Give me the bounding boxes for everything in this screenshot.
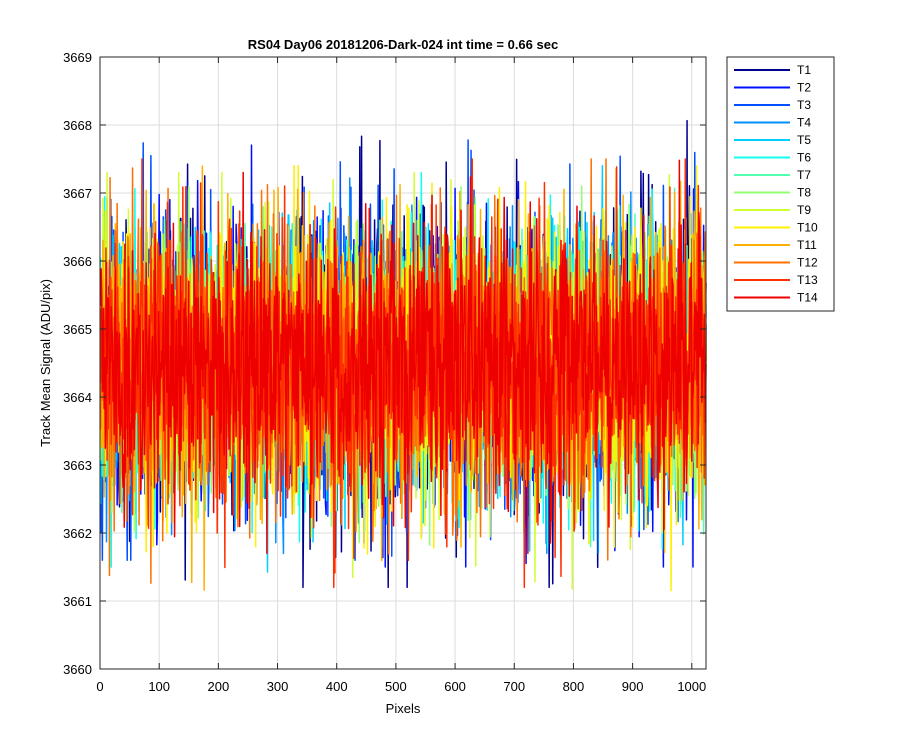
x-axis-label: Pixels xyxy=(386,701,421,716)
legend-label-t13: T13 xyxy=(797,273,818,287)
axis-ticks: 0 100 200 300 400 500 600 700 800 900 1000 3660 3661… xyxy=(63,50,706,694)
y-axis-label: Track Mean Signal (ADU/pix) xyxy=(38,279,53,447)
y-tick-label: 3666 xyxy=(63,254,92,269)
legend-label-t3: T3 xyxy=(797,98,811,112)
legend-label-t9: T9 xyxy=(797,203,811,217)
y-tick-label: 3660 xyxy=(63,662,92,677)
x-tick-label: 300 xyxy=(267,679,289,694)
x-tick-label: 700 xyxy=(503,679,525,694)
legend-label-t10: T10 xyxy=(797,221,818,235)
x-tick-label: 500 xyxy=(385,679,407,694)
legend-label-t11: T11 xyxy=(797,238,817,252)
x-tick-label: 800 xyxy=(563,679,585,694)
x-tick-label: 900 xyxy=(622,679,644,694)
legend-label-t4: T4 xyxy=(797,116,811,130)
legend-label-t6: T6 xyxy=(797,151,811,165)
y-tick-label: 3662 xyxy=(63,526,92,541)
x-tick-label: 200 xyxy=(208,679,230,694)
y-tick-label: 3664 xyxy=(63,390,92,405)
legend: T1 T2 T3 T4 T5 T6 T7 T8 T9 T10 T11 T12 T13 T14 xyxy=(726,56,835,312)
x-tick-label: 400 xyxy=(326,679,348,694)
legend-label-t12: T12 xyxy=(797,256,818,270)
legend-label-t8: T8 xyxy=(797,186,811,200)
x-tick-label: 1000 xyxy=(677,679,706,694)
x-tick-label: 100 xyxy=(148,679,170,694)
chart-title: RS04 Day06 20181206-Dark-024 int time = … xyxy=(248,37,558,52)
y-tick-label: 3661 xyxy=(63,594,92,609)
y-tick-label: 3669 xyxy=(63,50,92,65)
legend-box xyxy=(726,56,835,312)
legend-label-t5: T5 xyxy=(797,133,811,147)
x-tick-label: 600 xyxy=(444,679,466,694)
y-tick-label: 3663 xyxy=(63,458,92,473)
axes-box xyxy=(99,56,707,670)
y-tick-label: 3668 xyxy=(63,118,92,133)
y-tick-label: 3665 xyxy=(63,322,92,337)
series-line-t14 xyxy=(99,159,707,555)
legend-label-t1: T1 xyxy=(797,63,811,77)
legend-label-t2: T2 xyxy=(797,81,811,95)
y-tick-label: 3667 xyxy=(63,186,92,201)
legend-label-t14: T14 xyxy=(797,291,818,305)
series-lines xyxy=(99,119,707,592)
legend-label-t7: T7 xyxy=(797,168,811,182)
x-tick-label: 0 xyxy=(96,679,103,694)
